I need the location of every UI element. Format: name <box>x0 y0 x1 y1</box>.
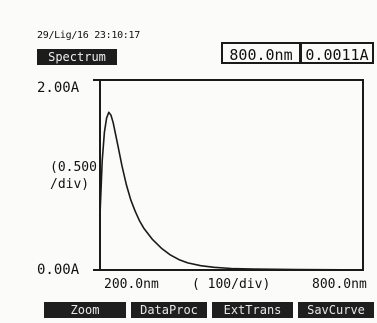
exttrans-button[interactable]: ExtTrans <box>212 302 293 318</box>
y-axis-max-label: 2.00A <box>37 80 80 96</box>
timestamp: 29/Lig/16 23:10:17 <box>37 30 140 41</box>
savcurve-button[interactable]: SavCurve <box>298 302 374 318</box>
plot-frame <box>99 79 364 271</box>
x-scale-label: ( 100/div) <box>192 277 271 292</box>
y-scale-label-line2: /div) <box>50 177 90 192</box>
x-axis-max-label: 800.0nm <box>312 277 367 292</box>
dataproc-button[interactable]: DataProc <box>131 302 207 318</box>
absorbance-readout: 0.0011A <box>300 42 374 64</box>
y-axis-min-label: 0.00A <box>37 262 80 278</box>
zoom-button[interactable]: Zoom <box>44 302 126 318</box>
x-axis-min-label: 200.0nm <box>104 277 159 292</box>
spectrum-trace-0 <box>99 111 364 271</box>
y-scale-label-line1: (0.500 <box>50 160 97 175</box>
mode-tab-spectrum[interactable]: Spectrum <box>37 49 117 65</box>
trace-layer <box>99 111 364 271</box>
wavelength-readout: 800.0nm <box>221 42 301 64</box>
